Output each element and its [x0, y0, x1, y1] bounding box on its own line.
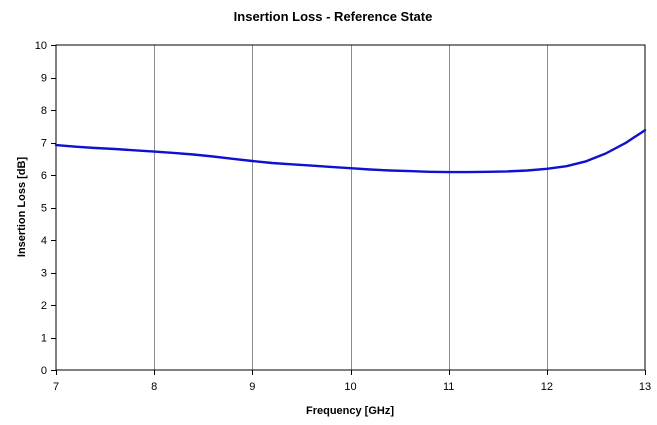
y-tick-label: 6 [41, 170, 47, 182]
x-axis-label: Frequency [GHz] [306, 405, 394, 417]
y-tick-label: 2 [41, 300, 47, 312]
y-tick-label: 8 [41, 105, 47, 117]
x-tick-label: 11 [443, 381, 454, 393]
y-tick-label: 3 [41, 268, 47, 280]
x-tick-label: 9 [249, 381, 255, 393]
y-tick-label: 0 [41, 365, 47, 377]
series-group [54, 128, 647, 174]
gridlines [154, 45, 548, 370]
y-tick-label: 5 [41, 203, 47, 215]
plot-area [55, 44, 646, 371]
x-tick-label: 13 [639, 381, 651, 393]
y-tick-label: 9 [41, 73, 47, 85]
chart-title: Insertion Loss - Reference State [234, 9, 433, 24]
y-tick-label: 1 [41, 333, 47, 345]
series-line-0 [54, 128, 647, 174]
x-tick-label: 12 [541, 381, 553, 393]
y-axis-label: Insertion Loss [dB] [16, 157, 28, 258]
y-tick-label: 4 [41, 235, 47, 247]
y-tick-labels: 0 1 2 3 4 5 6 7 8 9 10 [35, 40, 47, 377]
x-tick-label: 8 [151, 381, 157, 393]
x-tick-labels: 7 8 9 10 11 12 13 [53, 381, 651, 393]
y-tick-label: 10 [35, 40, 47, 52]
x-tick-label: 7 [53, 381, 59, 393]
x-tick-label: 10 [344, 381, 356, 393]
y-tick-label: 7 [41, 138, 47, 150]
axis-ticks [51, 45, 646, 375]
